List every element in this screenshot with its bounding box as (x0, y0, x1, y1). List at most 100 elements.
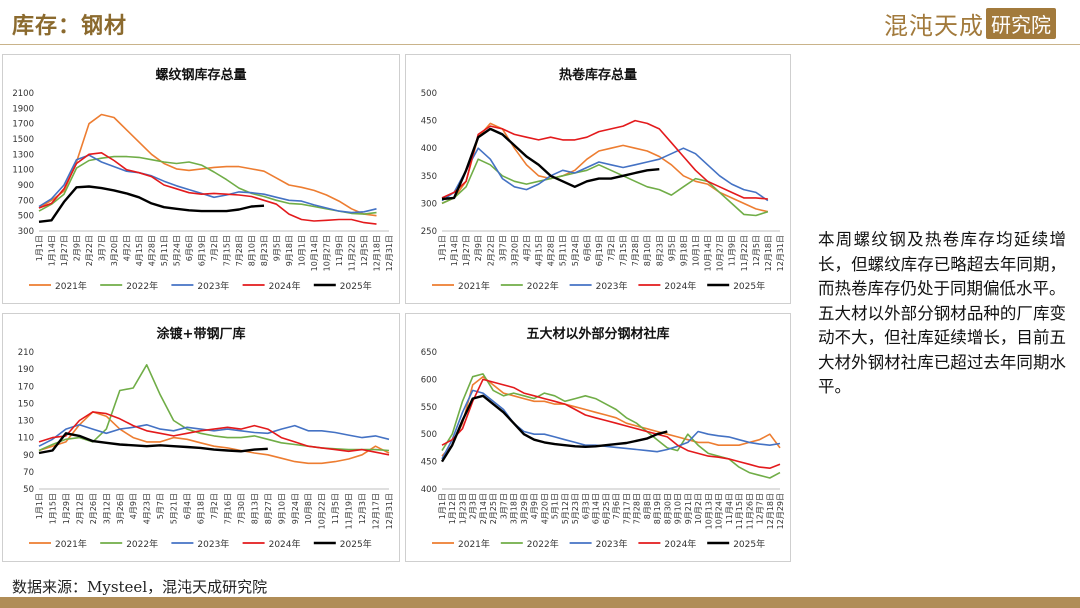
x-tick-label: 5月11日 (160, 235, 169, 266)
x-tick-label: 3月7日 (498, 235, 507, 261)
y-tick-label: 130 (18, 417, 34, 427)
x-tick-label: 4月15日 (535, 235, 544, 266)
y-tick-label: 150 (18, 399, 34, 409)
x-tick-label: 12月31日 (385, 235, 394, 271)
x-tick-label: 6月14日 (592, 493, 601, 524)
x-tick-label: 8月13日 (250, 493, 259, 524)
y-tick-label: 550 (421, 403, 437, 413)
x-tick-label: 2月9日 (73, 235, 82, 261)
x-tick-label: 5月1日 (551, 493, 560, 519)
x-tick-label: 4月9日 (530, 493, 539, 519)
x-tick-label: 10月22日 (318, 493, 327, 529)
series-line-2021 (441, 122, 769, 213)
chart-title: 螺纹钢库存总量 (155, 67, 246, 83)
y-tick-label: 500 (18, 212, 34, 222)
x-tick-label: 3月7日 (499, 493, 508, 519)
x-tick-label: 12月5日 (752, 235, 761, 266)
x-tick-label: 7月28日 (235, 235, 244, 266)
company-logo: 混沌天成 研究院 (884, 6, 1056, 41)
x-tick-label: 1月29日 (62, 493, 71, 524)
y-tick-label: 500 (421, 430, 437, 440)
x-tick-label: 11月5日 (331, 493, 340, 524)
y-tick-label: 700 (18, 196, 34, 206)
series-line-2022 (38, 155, 377, 215)
x-tick-label: 10月27日 (323, 235, 332, 271)
legend-label: 2021年 (55, 538, 87, 550)
series-line-2025 (38, 185, 265, 223)
legend-label: 2022年 (527, 280, 559, 292)
x-tick-label: 7月28日 (633, 493, 642, 524)
x-tick-label: 2月26日 (89, 493, 98, 524)
logo-text: 混沌天成 (884, 12, 984, 40)
x-tick-label: 3月20日 (510, 235, 519, 266)
chart-title: 五大材以外部分钢材社库 (526, 326, 669, 342)
legend-label: 2025年 (733, 538, 765, 550)
y-tick-label: 600 (421, 375, 437, 385)
x-tick-label: 5月11日 (559, 235, 568, 266)
series-line-2021 (38, 113, 377, 217)
x-tick-label: 2月3日 (469, 493, 478, 519)
legend-label: 2024年 (269, 538, 301, 550)
legend-label: 2022年 (126, 538, 158, 550)
x-tick-label: 1月1日 (35, 493, 44, 519)
x-tick-label: 11月26日 (745, 493, 754, 529)
legend-label: 2023年 (596, 538, 628, 550)
x-tick-label: 8月10日 (643, 235, 652, 266)
series-line-2023 (441, 389, 781, 460)
legend-label: 2024年 (269, 280, 301, 292)
x-tick-label: 5月12日 (561, 493, 570, 524)
series-line-2024 (38, 152, 377, 225)
legend-label: 2024年 (664, 538, 696, 550)
x-tick-label: 4月15日 (135, 235, 144, 266)
y-tick-label: 300 (421, 199, 437, 209)
x-tick-label: 10月13日 (704, 493, 713, 529)
x-tick-label: 6月25日 (602, 493, 611, 524)
x-tick-label: 10月14日 (704, 235, 713, 271)
y-tick-label: 170 (18, 382, 34, 392)
y-tick-label: 210 (18, 348, 34, 358)
footer-bar (0, 597, 1080, 608)
x-tick-label: 5月21日 (170, 493, 179, 524)
x-tick-label: 3月20日 (110, 235, 119, 266)
x-tick-label: 9月5日 (273, 235, 282, 261)
x-tick-label: 5月23日 (571, 493, 580, 524)
x-tick-label: 10月1日 (692, 235, 701, 266)
x-tick-label: 7月2日 (607, 235, 616, 261)
x-tick-label: 12月31日 (776, 235, 785, 271)
x-tick-label: 4月9日 (129, 493, 138, 519)
x-tick-label: 1月27日 (462, 235, 471, 266)
y-tick-label: 300 (18, 227, 34, 237)
x-tick-label: 2月14日 (479, 493, 488, 524)
x-tick-label: 12月3日 (358, 493, 367, 524)
legend-label: 2023年 (197, 280, 229, 292)
x-tick-label: 7月16日 (223, 493, 232, 524)
x-tick-label: 7月28日 (631, 235, 640, 266)
logo-box: 研究院 (986, 8, 1056, 39)
x-tick-label: 10月14日 (310, 235, 319, 271)
x-tick-label: 1月1日 (35, 235, 44, 261)
x-tick-label: 8月19日 (653, 493, 662, 524)
x-tick-label: 1月14日 (48, 235, 57, 266)
y-tick-label: 1300 (12, 150, 34, 160)
x-tick-label: 1月1日 (438, 493, 447, 519)
series-line-2025 (38, 432, 268, 455)
x-tick-label: 2月22日 (85, 235, 94, 266)
y-tick-label: 450 (421, 458, 437, 468)
page-title: 库存：钢材 (12, 13, 128, 39)
x-tick-label: 6月3日 (581, 493, 590, 519)
x-tick-label: 9月18日 (285, 235, 294, 266)
chart-coated: 涂镀+带钢厂库 50 70 90 110 130 150 170 190 210 1月1日 1月15日… (18, 326, 394, 550)
legend-label: 2021年 (458, 538, 490, 550)
chart-title: 涂镀+带钢厂库 (157, 326, 246, 342)
y-tick-label: 650 (421, 348, 437, 358)
y-tick-label: 500 (421, 89, 437, 99)
x-tick-label: 3月29日 (520, 493, 529, 524)
legend-label: 2021年 (55, 280, 87, 292)
x-tick-label: 7月17日 (622, 493, 631, 524)
commentary: 本周螺纹钢及热卷库存均延续增长，但螺纹库存已略超去年同期，而热卷库存仍处于同期偏… (818, 228, 1066, 400)
x-tick-label: 8月10日 (248, 235, 257, 266)
y-tick-label: 250 (421, 227, 437, 237)
legend-label: 2021年 (458, 280, 490, 292)
series-line-2021 (441, 375, 781, 457)
x-tick-label: 4月20日 (540, 493, 549, 524)
